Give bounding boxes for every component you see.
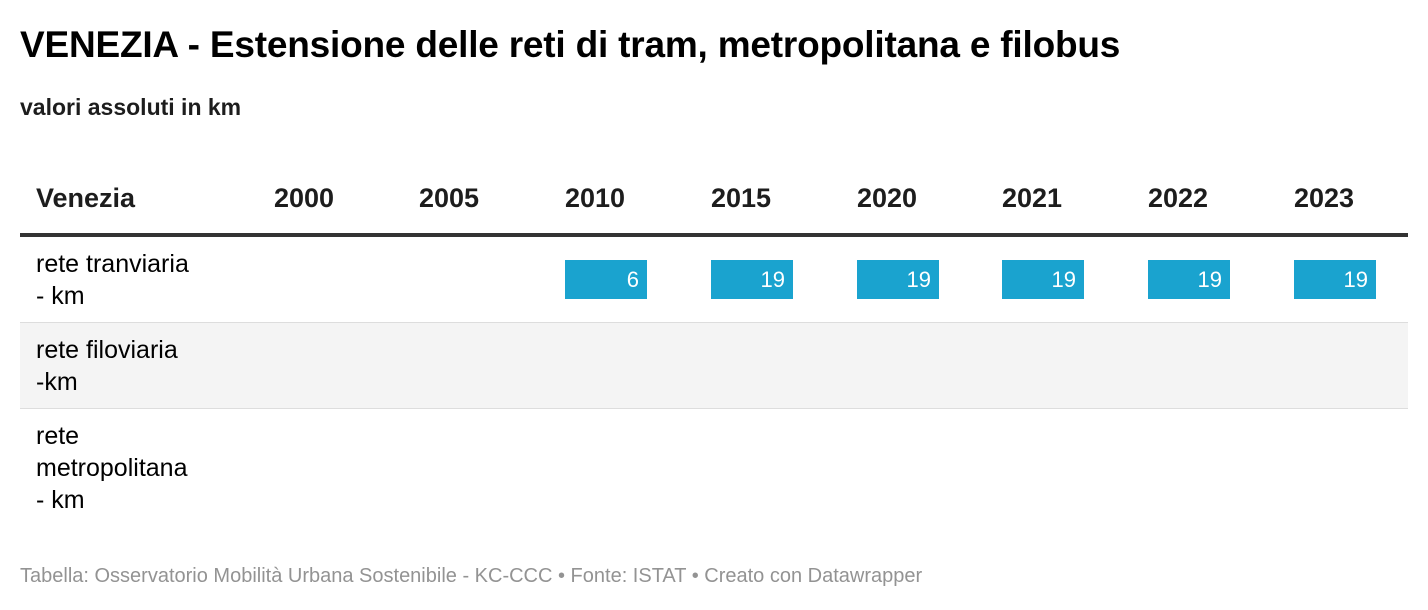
value-cell-2010: 6 (565, 260, 647, 299)
table-header: Venezia 2000 2005 2010 2015 2020 2021 20… (20, 170, 1408, 237)
value-cell-2020: 19 (857, 260, 939, 299)
value-cell-2021: 19 (1002, 260, 1084, 299)
header-2015: 2015 (711, 183, 772, 213)
chart-title: VENEZIA - Estensione delle reti di tram,… (20, 24, 1121, 65)
header-venezia: Venezia (36, 183, 136, 213)
table-row: rete metropolitana - km (20, 409, 1408, 527)
table-row: rete tranviaria - km 6 19 19 19 19 19 (20, 237, 1408, 323)
row-label-rete-metropolitana: rete metropolitana - km (36, 422, 188, 514)
chart-subtitle: valori assoluti in km (20, 94, 242, 120)
header-2005: 2005 (419, 183, 480, 213)
header-2022: 2022 (1148, 183, 1209, 213)
header-2020: 2020 (857, 183, 918, 213)
value-cell-2015: 19 (711, 260, 793, 299)
source-footer: Tabella: Osservatorio Mobilità Urbana So… (20, 565, 923, 587)
header-2021: 2021 (1002, 183, 1063, 213)
header-2010: 2010 (565, 183, 626, 213)
data-table: Venezia 2000 2005 2010 2015 2020 2021 20… (20, 170, 1408, 527)
header-2000: 2000 (274, 183, 335, 213)
table-row: rete filoviaria -km (20, 323, 1408, 409)
value-cell-2022: 19 (1148, 260, 1230, 299)
row-label-rete-filoviaria: rete filoviaria -km (36, 336, 178, 396)
value-cell-2023: 19 (1294, 260, 1376, 299)
row-label-rete-tranviaria: rete tranviaria - km (36, 250, 189, 310)
header-2023: 2023 (1294, 183, 1355, 213)
